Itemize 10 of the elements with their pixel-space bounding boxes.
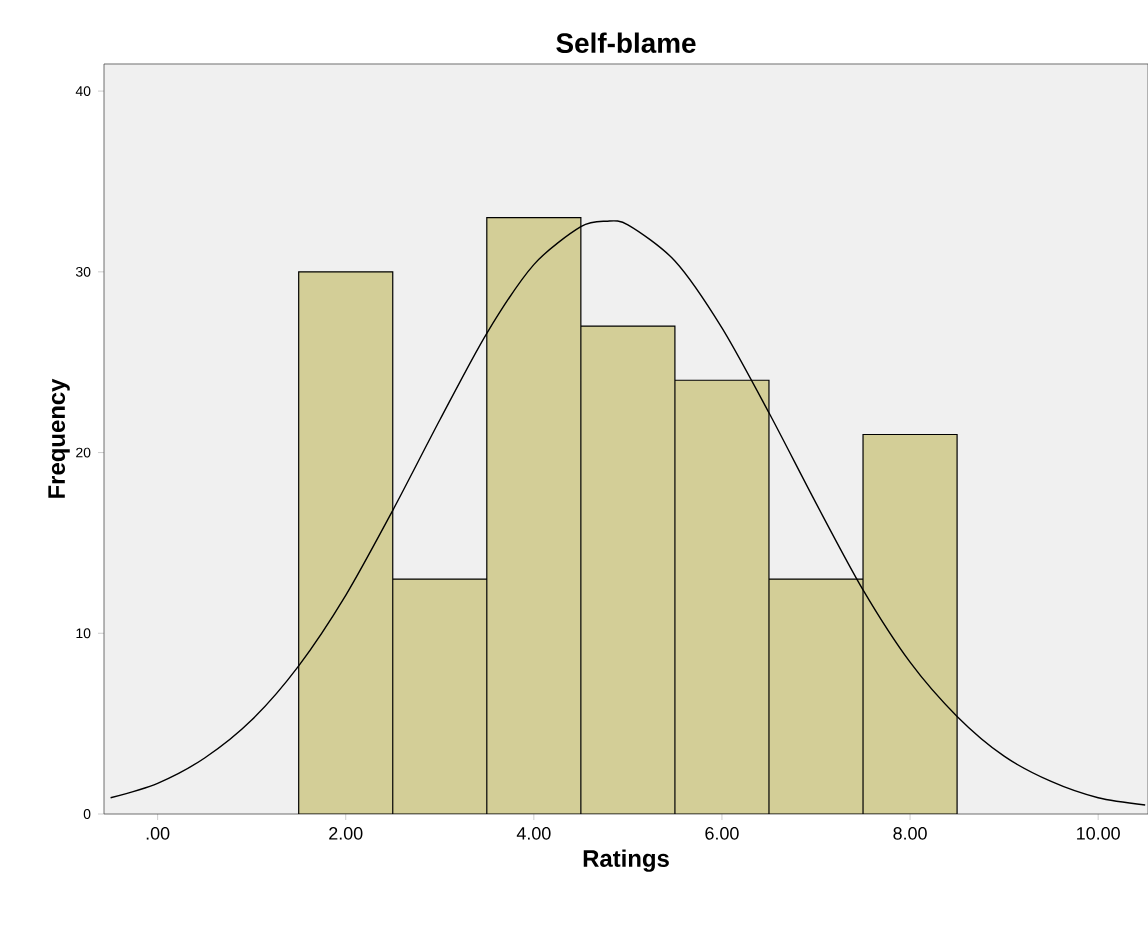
x-axis-title: Ratings xyxy=(583,849,669,872)
line-series xyxy=(109,220,1146,806)
x-tick-label: 4.00 xyxy=(516,827,551,840)
x-tick-label: 2.00 xyxy=(329,827,363,840)
x-tick-label: .00 xyxy=(146,827,170,840)
x-tick-label: 8.00 xyxy=(893,827,927,840)
y-axis-title: Frequency xyxy=(48,378,70,498)
chart-title: Self-blame xyxy=(556,32,696,54)
x-tick-label: 10.00 xyxy=(1077,827,1120,840)
x-tick-label: 6.00 xyxy=(705,827,739,840)
